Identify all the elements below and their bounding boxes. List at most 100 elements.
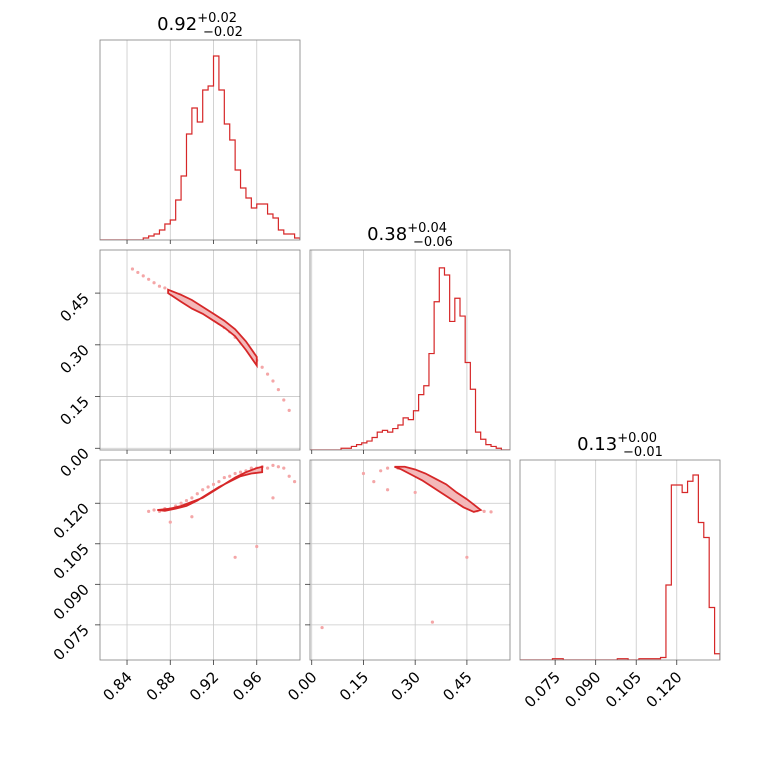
sample-point bbox=[385, 488, 390, 492]
sample-point bbox=[195, 492, 199, 496]
tick-labels: 0.84 0.88 0.92 0.96 0.00 0.15 0.30 0.45 0.0750.0… bbox=[50, 240, 686, 711]
sample-point bbox=[265, 372, 270, 376]
panel-plot-area bbox=[520, 460, 720, 660]
contour-level bbox=[167, 288, 258, 369]
title-3-value: 0.13 bbox=[577, 434, 617, 455]
sample-point bbox=[211, 482, 216, 486]
sample-point bbox=[233, 555, 237, 559]
sample-point bbox=[152, 281, 156, 285]
sample-point bbox=[276, 465, 280, 469]
sample-point bbox=[385, 466, 390, 470]
tick-label: 0.15 bbox=[336, 668, 372, 704]
sample-point bbox=[228, 474, 232, 478]
histogram-step bbox=[310, 267, 510, 450]
tick-label: 0.075 bbox=[50, 621, 93, 664]
sample-point bbox=[361, 471, 366, 476]
sample-point bbox=[287, 474, 291, 478]
sample-point bbox=[217, 480, 221, 484]
tick-label: 0.84 bbox=[100, 668, 136, 704]
sample-point bbox=[265, 466, 270, 470]
sample-point bbox=[260, 365, 264, 369]
tick-label: 0.075 bbox=[521, 668, 564, 711]
panel-frame bbox=[99, 39, 301, 241]
tick-label: 0.105 bbox=[602, 668, 645, 711]
panel-frame bbox=[99, 459, 301, 661]
tick-label: 0.96 bbox=[229, 668, 265, 704]
sample-point bbox=[271, 496, 275, 500]
title-3-minus: −0.01 bbox=[623, 445, 663, 460]
panel-hist-3 bbox=[519, 459, 721, 661]
panel-hist-1 bbox=[99, 39, 301, 241]
contour-level bbox=[157, 465, 264, 512]
sample-point bbox=[233, 471, 237, 476]
sample-point bbox=[430, 620, 435, 624]
tick-label: 0.120 bbox=[50, 499, 93, 542]
tick-label: 0.090 bbox=[561, 668, 604, 711]
sample-point bbox=[184, 498, 189, 503]
panel-frame bbox=[519, 459, 721, 661]
tick-label: 0.45 bbox=[56, 289, 92, 325]
tick-label: 0.30 bbox=[56, 341, 92, 377]
sample-point bbox=[190, 496, 194, 500]
sample-point bbox=[292, 480, 297, 484]
sample-point bbox=[276, 388, 280, 392]
title-1-plus: +0.02 bbox=[197, 11, 237, 26]
tick-label: 0.00 bbox=[284, 668, 320, 704]
title-panel-3: 0.13+0.00 −0.01 bbox=[577, 431, 663, 460]
sample-point bbox=[482, 509, 486, 513]
panel-frame bbox=[99, 249, 301, 451]
panel-scatter-3-1 bbox=[99, 459, 301, 661]
sample-point bbox=[201, 488, 205, 492]
sample-point bbox=[147, 277, 151, 281]
sample-point bbox=[379, 469, 383, 473]
panel-plot-area bbox=[310, 460, 510, 660]
title-1-minus: −0.02 bbox=[203, 25, 243, 40]
sample-point bbox=[190, 515, 194, 519]
title-2-minus: −0.06 bbox=[413, 235, 453, 250]
sample-point bbox=[147, 509, 151, 513]
sample-point bbox=[130, 267, 135, 271]
tick-label: 0.92 bbox=[186, 668, 222, 704]
sample-point bbox=[271, 463, 275, 468]
sample-point bbox=[157, 284, 162, 288]
contour-level bbox=[394, 465, 483, 513]
panel-scatter-2-1 bbox=[99, 249, 301, 451]
title-panel-1: 0.92+0.02 −0.02 bbox=[157, 11, 243, 40]
title-1-value: 0.92 bbox=[157, 14, 197, 35]
sample-point bbox=[179, 501, 183, 505]
sample-point bbox=[238, 470, 243, 474]
tick-label: 0.30 bbox=[388, 668, 424, 704]
sample-point bbox=[222, 475, 226, 480]
sample-point bbox=[206, 485, 210, 489]
sample-point bbox=[271, 379, 275, 383]
sample-point bbox=[255, 544, 259, 549]
panel-plot-area bbox=[310, 250, 510, 450]
sample-point bbox=[413, 490, 417, 495]
tick-label: 0.00 bbox=[56, 444, 92, 480]
title-2-plus: +0.04 bbox=[407, 221, 447, 236]
title-3-plus: +0.00 bbox=[617, 431, 657, 446]
panel-scatter-3-2 bbox=[309, 459, 511, 661]
tick-label: 0.090 bbox=[50, 580, 93, 623]
title-2-value: 0.38 bbox=[367, 224, 407, 245]
sample-point bbox=[163, 286, 167, 290]
sample-point bbox=[282, 466, 286, 470]
sample-point bbox=[141, 274, 145, 278]
sample-point bbox=[136, 270, 140, 275]
sample-point bbox=[282, 398, 286, 402]
panel-hist-2 bbox=[309, 249, 511, 451]
sample-point bbox=[320, 625, 324, 630]
title-panel-2: 0.38+0.04 −0.06 bbox=[367, 221, 453, 250]
sample-point bbox=[287, 408, 291, 412]
panel-plot-area bbox=[100, 250, 300, 450]
sample-point bbox=[465, 555, 469, 559]
panel-frame bbox=[309, 249, 511, 451]
tick-label: 0.88 bbox=[143, 668, 179, 704]
sample-point bbox=[372, 480, 376, 484]
tick-label: 0.45 bbox=[439, 668, 475, 704]
histogram-step bbox=[520, 474, 720, 660]
tick-label: 0.15 bbox=[56, 393, 92, 429]
panel-plot-area bbox=[100, 40, 300, 240]
sample-point bbox=[168, 520, 172, 524]
